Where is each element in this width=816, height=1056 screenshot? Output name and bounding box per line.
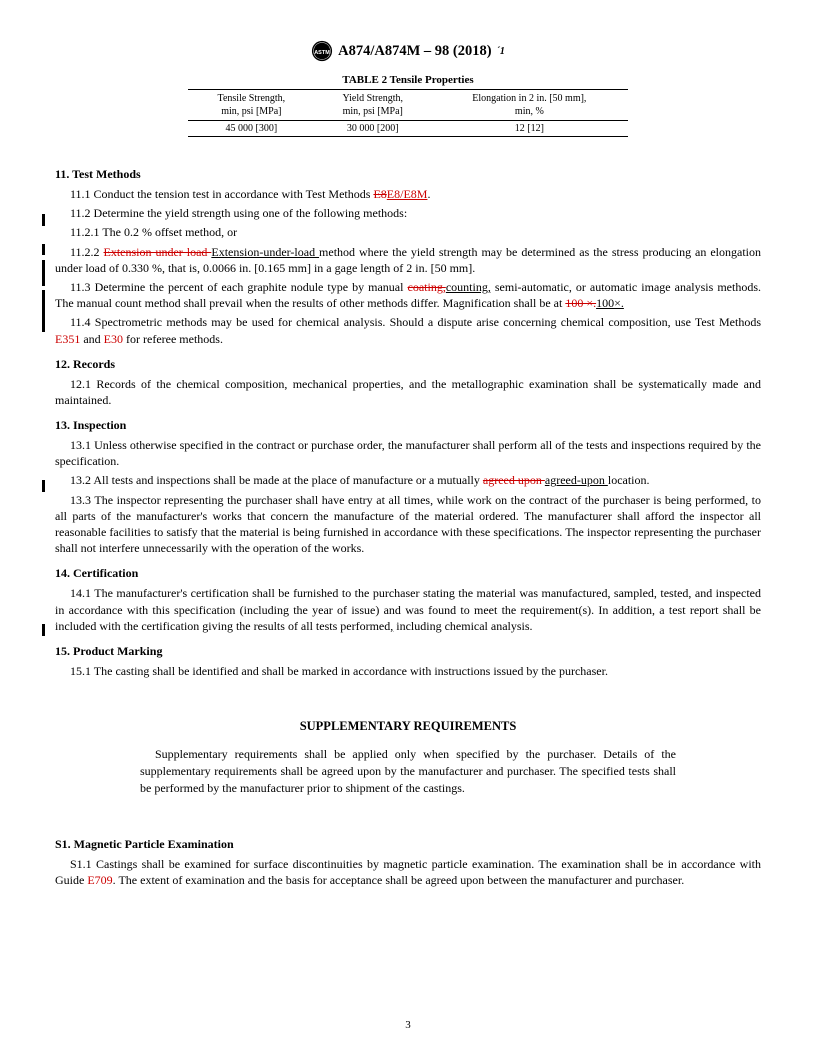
section-s1-title: S1. Magnetic Particle Examination xyxy=(55,837,761,852)
epsilon-superscript: ´1 xyxy=(497,46,505,57)
svg-text:ASTM: ASTM xyxy=(314,50,330,56)
section-14-title: 14. Certification xyxy=(55,566,761,581)
para-13-3: 13.3 The inspector representing the purc… xyxy=(55,492,761,557)
table-col-yield: Yield Strength,min, psi [MPa] xyxy=(315,90,431,121)
para-12-1: 12.1 Records of the chemical composition… xyxy=(55,376,761,408)
change-bar xyxy=(42,214,45,226)
table-row: 45 000 [300] 30 000 [200] 12 [12] xyxy=(188,121,628,137)
para-11-2-1: 11.2.1 The 0.2 % offset method, or xyxy=(55,224,761,240)
para-11-2: 11.2 Determine the yield strength using … xyxy=(55,205,761,221)
para-11-3: 11.3 Determine the percent of each graph… xyxy=(55,279,761,311)
change-bar xyxy=(42,480,45,492)
standard-number: A874/A874M – 98 (2018) xyxy=(338,43,491,60)
para-s1-1: S1.1 Castings shall be examined for surf… xyxy=(55,856,761,888)
section-11-title: 11. Test Methods xyxy=(55,167,761,182)
para-15-1: 15.1 The casting shall be identified and… xyxy=(55,663,761,679)
section-15-title: 15. Product Marking xyxy=(55,644,761,659)
para-11-1: 11.1 Conduct the tension test in accorda… xyxy=(55,186,761,202)
para-11-4: 11.4 Spectrometric methods may be used f… xyxy=(55,314,761,346)
tensile-properties-table: Tensile Strength,min, psi [MPa] Yield St… xyxy=(188,89,628,137)
change-bar xyxy=(42,624,45,636)
table-col-elongation: Elongation in 2 in. [50 mm],min, % xyxy=(431,90,628,121)
supplementary-intro: Supplementary requirements shall be appl… xyxy=(140,746,676,796)
section-12-title: 12. Records xyxy=(55,357,761,372)
para-13-2: 13.2 All tests and inspections shall be … xyxy=(55,472,761,488)
change-bar xyxy=(42,260,45,286)
change-bar xyxy=(42,244,45,255)
change-bar xyxy=(42,290,45,332)
page-number: 3 xyxy=(405,1019,411,1031)
astm-logo-icon: ASTM xyxy=(311,40,333,62)
para-13-1: 13.1 Unless otherwise specified in the c… xyxy=(55,437,761,469)
table2-title: TABLE 2 Tensile Properties xyxy=(55,74,761,86)
section-13-title: 13. Inspection xyxy=(55,418,761,433)
para-14-1: 14.1 The manufacturer's certification sh… xyxy=(55,585,761,634)
standard-header: ASTM A874/A874M – 98 (2018) ´1 xyxy=(311,40,505,62)
para-11-2-2: 11.2.2 Extension under load Extension-un… xyxy=(55,244,761,276)
supplementary-heading: SUPPLEMENTARY REQUIREMENTS xyxy=(55,719,761,734)
table-col-tensile: Tensile Strength,min, psi [MPa] xyxy=(188,90,315,121)
